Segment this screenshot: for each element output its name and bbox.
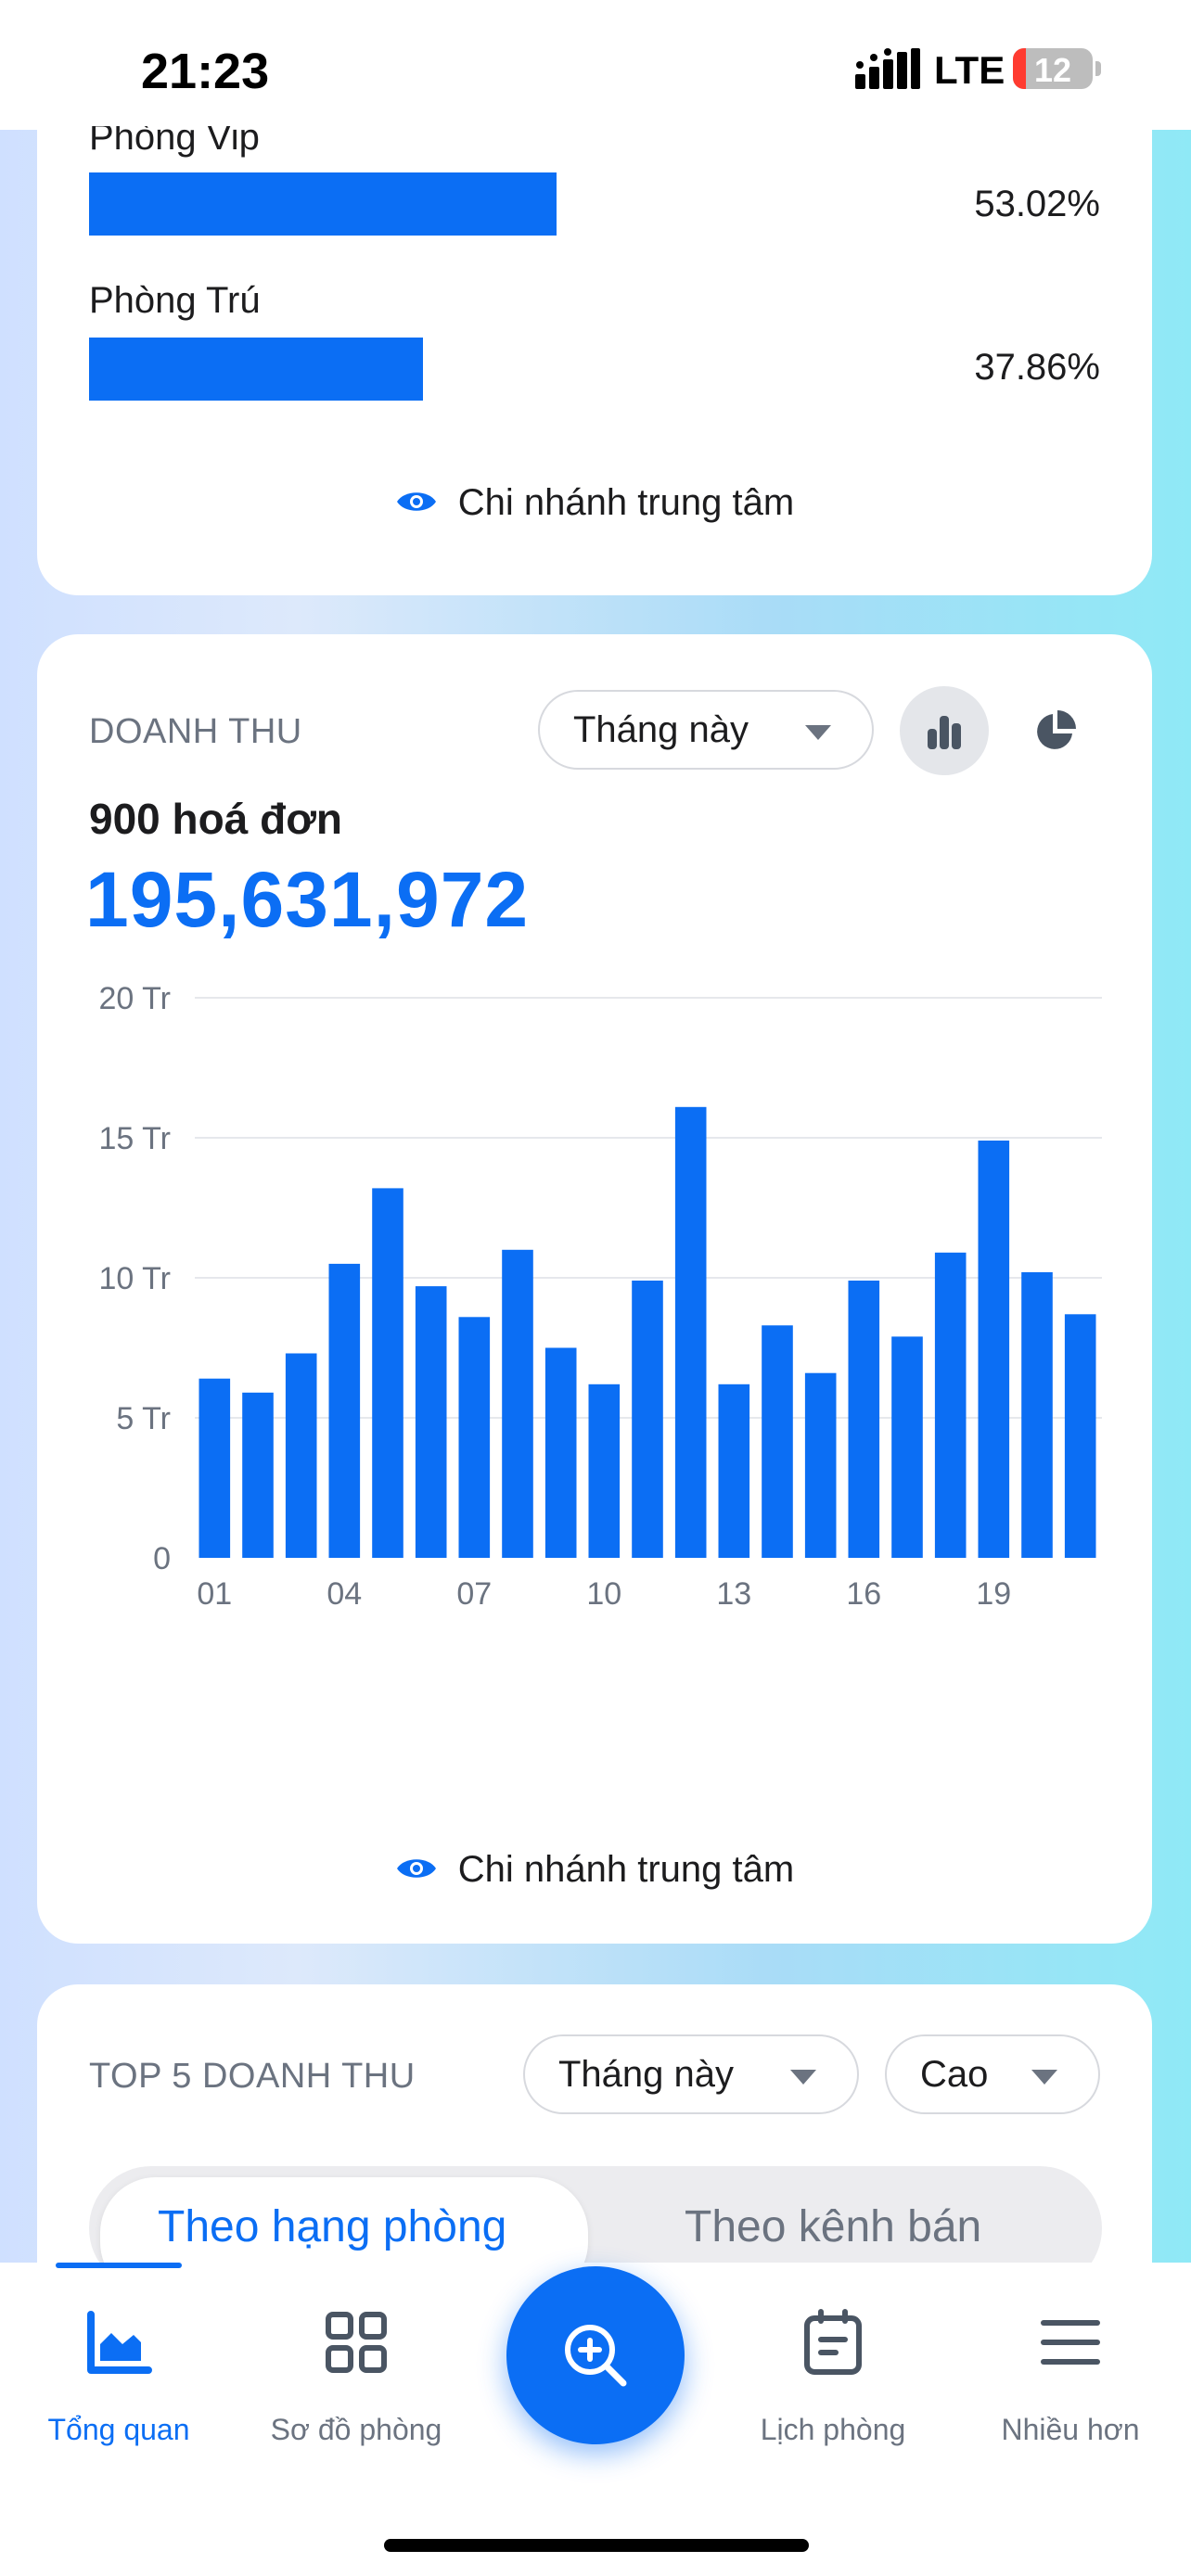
tab-more-label: Nhiều hơn [1001,2413,1140,2446]
search-add-icon [565,2325,627,2387]
home-indicator [384,2539,809,2552]
revenue-total: 195,631,972 [85,856,530,943]
branch-label: Chi nhánh trung tâm [457,482,795,523]
pie-chart-button[interactable] [1011,686,1100,775]
revenue-period-value: Tháng này [573,708,749,750]
tab-room-map[interactable]: Sơ đồ phòng [254,2263,458,2485]
top5-sort-dropdown[interactable]: Cao [885,2034,1100,2114]
revenue-title: DOANH THU [89,712,302,751]
room-type-percent: 53.02% [974,184,1100,224]
tab-overview-label: Tổng quan [47,2413,190,2446]
branch-filter[interactable]: Chi nhánh trung tâm [37,1849,1152,1891]
revenue-bar-18[interactable] [934,1252,967,1558]
x-tick-label: 04 [327,1576,362,1612]
active-tab-indicator [56,2263,182,2268]
eye-icon [396,492,436,512]
battery-level: 12 [1033,51,1072,89]
area-chart-icon [87,2311,152,2374]
y-tick-label: 5 Tr [116,1401,171,1436]
room-type-percent: 37.86% [974,347,1100,388]
battery-tip [1095,61,1101,76]
chevron-down-icon [805,725,831,740]
revenue-bar-15[interactable] [804,1372,837,1558]
revenue-bar-16[interactable] [848,1281,880,1558]
room-type-card: Phòng Vip 53.02% Phòng Trú 37.86% Chi nh… [37,102,1152,595]
y-tick-label: 15 Tr [99,1121,171,1156]
tab-room-calendar[interactable]: Lịch phòng [731,2263,935,2485]
calendar-icon [804,2309,862,2375]
network-type: LTE [934,48,1005,92]
revenue-bar-17[interactable] [891,1336,923,1558]
revenue-card: DOANH THU Tháng này 900 hoá đơn 195,631,… [37,634,1152,1944]
revenue-bar-11[interactable] [632,1281,663,1558]
x-tick-label: 19 [976,1576,1011,1612]
grid-icon [326,2312,387,2373]
invoice-count: 900 hoá đơn [89,795,342,843]
status-time: 21:23 [141,44,270,99]
room-type-label: Phòng Vip [89,117,260,158]
room-type-label: Phòng Trú [89,280,261,321]
pie-chart-icon [1037,710,1076,749]
menu-icon [1041,2320,1100,2365]
signal-icon [855,48,920,89]
chevron-down-icon [1031,2070,1057,2085]
tab-room-calendar-label: Lịch phòng [760,2413,906,2446]
x-tick-label: 01 [197,1576,232,1612]
eye-icon [396,1859,436,1879]
revenue-bar-19[interactable] [978,1141,1010,1558]
chevron-down-icon [790,2070,816,2085]
revenue-bar-chart: 0 5 Tr 10 Tr 15 Tr 20 Tr 01 04 07 10 13 16 19 [99,981,1102,1612]
segment-sales-channel-label[interactable]: Theo kênh bán [685,2202,982,2251]
revenue-bar-09[interactable] [544,1347,577,1559]
branch-label: Chi nhánh trung tâm [457,1849,795,1890]
top5-period-dropdown[interactable]: Tháng này [523,2034,859,2114]
revenue-bar-08[interactable] [502,1249,533,1558]
search-add-button[interactable] [506,2266,685,2444]
revenue-bar-05[interactable] [372,1188,403,1558]
x-tick-label: 10 [586,1576,621,1612]
segment-room-class-label[interactable]: Theo hạng phòng [158,2202,507,2251]
tab-room-map-label: Sơ đồ phòng [270,2413,442,2446]
revenue-bar-07[interactable] [458,1317,491,1558]
room-type-bar [89,172,557,236]
top5-period-value: Tháng này [558,2053,735,2095]
revenue-bar-12[interactable] [674,1106,707,1558]
revenue-bar-21[interactable] [1064,1314,1096,1558]
bar-chart-button[interactable] [900,686,989,775]
y-tick-label: 20 Tr [99,981,171,1016]
revenue-bar-01[interactable] [198,1378,231,1558]
y-tick-label: 10 Tr [99,1261,171,1296]
y-tick-label: 0 [153,1541,171,1576]
tab-more[interactable]: Nhiều hơn [968,2263,1172,2485]
bar-chart-icon [928,716,961,749]
battery-icon: 12 [1013,48,1093,89]
tab-overview[interactable]: Tổng quan [17,2263,221,2485]
room-type-bar [89,338,423,401]
revenue-bar-20[interactable] [1021,1272,1053,1558]
branch-filter[interactable]: Chi nhánh trung tâm [37,482,1152,524]
x-tick-label: 16 [846,1576,881,1612]
revenue-bar-04[interactable] [328,1263,361,1558]
top5-sort-value: Cao [920,2053,989,2095]
revenue-bar-06[interactable] [415,1286,447,1558]
revenue-bar-13[interactable] [718,1384,750,1558]
x-tick-label: 13 [716,1576,751,1612]
revenue-period-dropdown[interactable]: Tháng này [538,690,874,770]
revenue-bar-10[interactable] [588,1384,621,1558]
revenue-bar-02[interactable] [242,1392,274,1558]
x-tick-label: 07 [456,1576,492,1612]
revenue-bar-14[interactable] [762,1325,793,1558]
revenue-bar-03[interactable] [285,1353,317,1559]
top5-title: TOP 5 DOANH THU [89,2057,416,2096]
